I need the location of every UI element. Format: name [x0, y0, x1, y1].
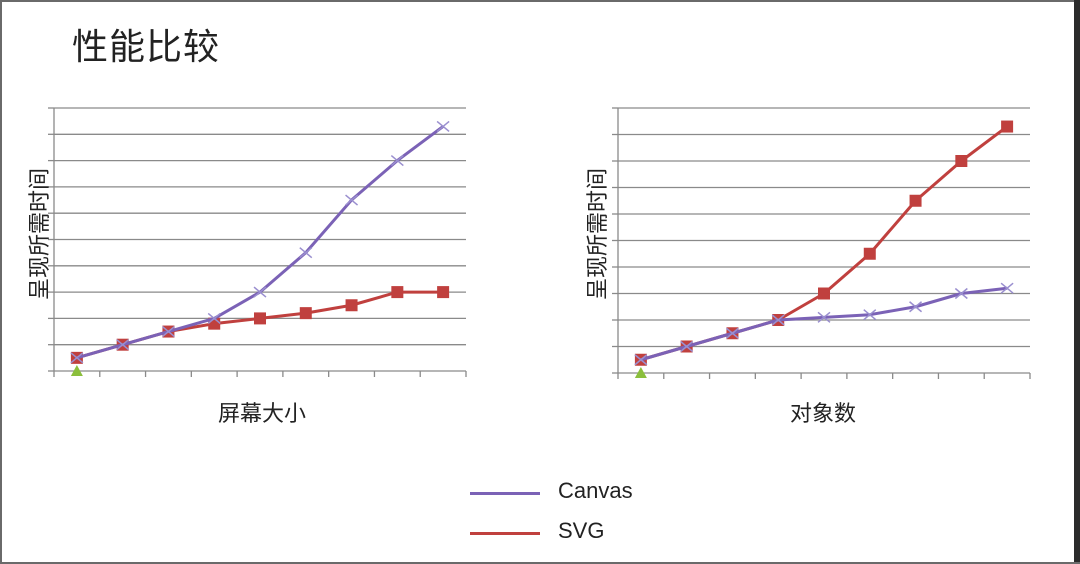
left-chart-xlabel: 屏幕大小	[218, 402, 307, 427]
point-stroke	[1000, 282, 1014, 294]
legend-line-canvas	[470, 492, 540, 495]
point-canvas	[390, 155, 404, 167]
point-stroke	[116, 339, 130, 351]
point-canvas	[817, 311, 831, 323]
point-canvas	[345, 194, 359, 206]
frame-border-bottom	[0, 562, 1080, 564]
point-svg	[437, 286, 450, 299]
legend-line-svg	[470, 532, 540, 535]
point-stroke	[207, 312, 221, 324]
point-canvas	[1000, 282, 1014, 294]
point-svg	[955, 155, 968, 167]
frame-border-top	[0, 0, 1080, 2]
point-canvas	[725, 327, 739, 339]
point-stroke	[161, 325, 175, 338]
point-stroke	[817, 311, 831, 323]
point-stroke	[390, 155, 404, 167]
origin-marker	[634, 367, 647, 378]
point-canvas	[436, 120, 450, 132]
chart-object-count	[612, 107, 1031, 379]
point-canvas	[116, 339, 130, 351]
point-svg	[863, 247, 876, 260]
point-stroke	[345, 194, 359, 206]
origin-marker	[70, 365, 83, 376]
point-stroke	[299, 247, 313, 259]
point-stroke	[725, 327, 739, 339]
point-canvas	[161, 325, 175, 338]
frame-border-right	[1074, 0, 1080, 564]
point-svg	[818, 287, 830, 300]
point-stroke	[863, 309, 877, 321]
point-canvas	[863, 309, 877, 321]
point-canvas	[771, 314, 785, 326]
point-stroke	[771, 314, 785, 326]
legend-label-svg: SVG	[558, 518, 605, 543]
point-svg	[391, 286, 404, 299]
point-canvas	[954, 287, 968, 300]
point-stroke	[634, 354, 648, 366]
point-stroke	[954, 287, 968, 300]
point-canvas	[680, 340, 694, 353]
point-stroke	[253, 286, 267, 298]
left-chart-ylabel: 呈现所需时间	[28, 167, 53, 300]
point-canvas	[909, 301, 923, 313]
right-chart-xlabel: 对象数	[790, 402, 857, 427]
chart-screen-size	[48, 107, 467, 377]
point-svg	[254, 312, 266, 325]
right-chart-ylabel: 呈现所需时间	[586, 167, 611, 300]
point-canvas	[207, 312, 221, 324]
point-svg	[299, 307, 312, 320]
point-stroke	[436, 120, 450, 132]
point-stroke	[70, 352, 84, 364]
legend-label-canvas: Canvas	[558, 478, 633, 503]
point-canvas	[634, 354, 648, 366]
slide-title: 性能比较	[72, 27, 221, 68]
point-svg	[909, 194, 922, 207]
point-canvas	[253, 286, 267, 298]
point-canvas	[299, 247, 313, 259]
point-svg	[1001, 120, 1014, 133]
series-line-svg	[76, 290, 444, 360]
point-stroke	[909, 301, 923, 313]
point-canvas	[70, 352, 84, 364]
point-svg	[345, 299, 358, 312]
point-stroke	[680, 340, 694, 353]
frame-border-left	[0, 0, 2, 564]
